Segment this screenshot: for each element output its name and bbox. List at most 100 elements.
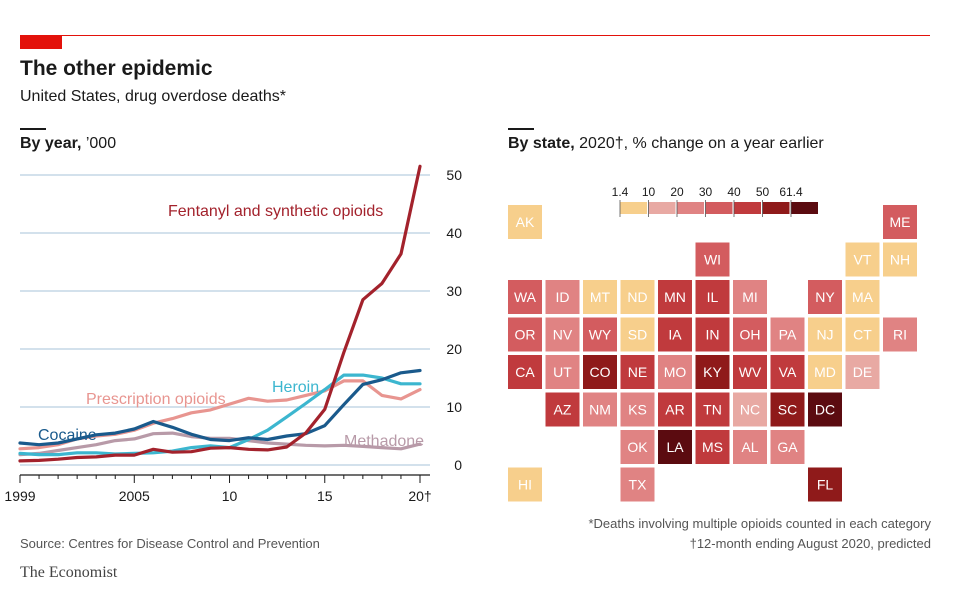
state-fill-wy (583, 317, 617, 352)
state-tile-ak: AK (508, 205, 542, 239)
state-fill-pa (770, 317, 805, 352)
state-tile-mo: MO (658, 355, 692, 389)
state-label-al: AL (741, 439, 758, 455)
state-fill-ga (770, 430, 805, 464)
state-tile-nh: NH (883, 242, 917, 277)
legend-swatch-3 (705, 202, 733, 214)
series-annotations: Fentanyl and synthetic opioids Prescripti… (38, 203, 424, 450)
state-fill-mo (658, 355, 692, 389)
state-label-ok: OK (627, 439, 648, 455)
state-fill-wi (695, 242, 730, 277)
state-tile-nd: ND (620, 280, 655, 314)
state-label-mi: MI (742, 289, 758, 305)
state-tile-sc: SC (770, 392, 805, 427)
legend-tick-5: 50 (756, 185, 770, 199)
state-fill-nd (620, 280, 655, 314)
state-fill-ma (845, 280, 880, 314)
state-tile-ky: KY (695, 355, 730, 389)
state-fill-hi (508, 467, 542, 502)
state-fill-ct (845, 317, 880, 352)
state-fill-mi (733, 280, 767, 314)
state-label-pa: PA (779, 327, 797, 343)
line-chart: 0 10 20 30 40 50 1999 2005 10 15 20† Fentanyl and… (4, 164, 462, 504)
state-fill-va (770, 355, 805, 389)
state-fill-wv (733, 355, 767, 389)
series-line-cocaine (18, 368, 422, 447)
series-line-methadone (18, 431, 422, 457)
y-tick-10: 10 (446, 399, 462, 415)
state-label-mo: MO (664, 364, 687, 380)
annotation-methadone: Methadone (344, 433, 424, 450)
state-fill-sc (770, 392, 805, 427)
state-label-nj: NJ (816, 327, 833, 343)
state-tile-dc: DC (808, 392, 842, 427)
state-tile-ms: MS (695, 430, 730, 464)
legend-tick-2: 20 (670, 185, 684, 199)
series-line-fentanyl (18, 164, 422, 463)
state-fill-ia (658, 317, 692, 352)
legend-swatch-4 (734, 202, 761, 214)
annotation-prescription: Prescription opioids (86, 391, 226, 408)
state-fill-mt (583, 280, 617, 314)
chart-title: The other epidemic (20, 57, 213, 80)
state-fill-nm (583, 392, 617, 427)
state-label-nm: NM (589, 402, 611, 418)
annotation-heroin: Heroin (272, 379, 319, 396)
state-fill-id (545, 280, 580, 314)
state-tile-tx: TX (620, 467, 655, 502)
legend-tick-6: 61.4 (779, 185, 803, 199)
state-tile-la: LA (658, 430, 692, 464)
state-tile-ga: GA (770, 430, 805, 464)
line-section-rule (20, 128, 46, 130)
state-label-ks: KS (628, 402, 647, 418)
x-tick-2015: 15 (317, 488, 333, 504)
annotation-cocaine: Cocaine (38, 427, 97, 444)
state-fill-nh (883, 242, 917, 277)
state-tile-me: ME (883, 205, 917, 239)
state-tile-de: DE (845, 355, 880, 389)
state-label-ny: NY (815, 289, 835, 305)
state-label-hi: HI (518, 477, 532, 493)
y-tick-40: 40 (446, 225, 462, 241)
state-fill-ut (545, 355, 580, 389)
state-label-wv: WV (739, 364, 762, 380)
state-label-ri: RI (893, 327, 907, 343)
state-label-vt: VT (854, 252, 872, 268)
state-tile-va: VA (770, 355, 805, 389)
state-tile-nm: NM (583, 392, 617, 427)
legend-tick-0: 1.4 (612, 185, 629, 199)
legend-tick-3: 30 (699, 185, 713, 199)
state-tile-mt: MT (583, 280, 617, 314)
state-tile-in: IN (695, 317, 730, 352)
state-fill-fl (808, 467, 842, 502)
map-section-bold: By state, (508, 135, 575, 152)
state-tile-nc: NC (733, 392, 767, 427)
state-tile-vt: VT (845, 242, 880, 277)
state-tile-sd: SD (620, 317, 655, 352)
state-fill-oh (733, 317, 767, 352)
state-label-nv: NV (553, 327, 573, 343)
legend-tick-4: 40 (727, 185, 741, 199)
x-tick-1999: 1999 (4, 488, 35, 504)
state-tile-ca: CA (508, 355, 542, 389)
state-fill-ri (883, 317, 917, 352)
state-tile-wa: WA (508, 280, 542, 314)
state-fill-ms (695, 430, 730, 464)
state-label-la: LA (666, 439, 684, 455)
state-fill-tx (620, 467, 655, 502)
state-label-ky: KY (703, 364, 722, 380)
series-lines (18, 164, 422, 463)
state-label-mn: MN (664, 289, 686, 305)
state-tile-wy: WY (583, 317, 617, 352)
state-tile-hi: HI (508, 467, 542, 502)
state-tile-wv: WV (733, 355, 767, 389)
y-tick-50: 50 (446, 167, 462, 183)
state-label-co: CO (590, 364, 611, 380)
line-section-rest: ’000 (81, 135, 117, 152)
state-label-wy: WY (589, 327, 612, 343)
state-label-oh: OH (740, 327, 761, 343)
state-tile-az: AZ (545, 392, 580, 427)
state-label-ak: AK (516, 214, 535, 230)
annotation-fentanyl: Fentanyl and synthetic opioids (168, 203, 383, 220)
state-tile-ma: MA (845, 280, 880, 314)
